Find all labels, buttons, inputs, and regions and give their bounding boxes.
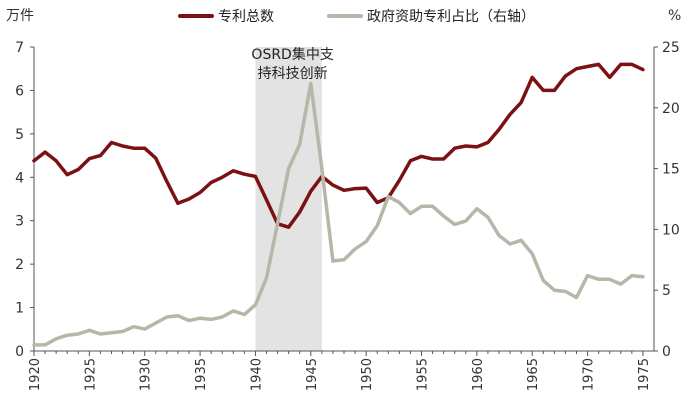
x-tick-label: 1935 <box>194 358 209 391</box>
y-right-tick-label: 25 <box>662 40 680 56</box>
x-tick-label: 1940 <box>249 358 264 391</box>
x-tick-label: 1930 <box>139 358 154 391</box>
y-right-tick-label: 0 <box>662 344 671 360</box>
x-tick-label: 1920 <box>28 358 43 391</box>
series-line-2 <box>32 81 645 347</box>
series-line-1 <box>32 62 645 229</box>
x-tick-label: 1925 <box>83 358 98 391</box>
x-tick-label: 1965 <box>526 358 541 391</box>
y-left-tick-label: 7 <box>15 40 24 56</box>
x-tick-label: 1960 <box>471 358 486 391</box>
x-tick-label: 1945 <box>305 358 320 391</box>
x-tick-label: 1950 <box>360 358 375 391</box>
legend-label-2: 政府资助专利占比（右轴） <box>367 9 535 25</box>
annotation-line-1: OSRD集中支 <box>251 46 333 63</box>
y-left-tick-label: 6 <box>15 83 24 99</box>
y-left-tick-label: 3 <box>15 214 24 230</box>
x-tick-label: 1955 <box>416 358 431 391</box>
y-left-unit-label: 万件 <box>6 8 34 24</box>
y-right-tick-label: 10 <box>662 222 680 238</box>
y-right-tick-label: 15 <box>662 162 680 178</box>
x-tick-label: 1970 <box>582 358 597 391</box>
legend-label-1: 专利总数 <box>218 9 274 25</box>
annotation-line-2: 持科技创新 <box>258 66 328 82</box>
y-right-unit-label: % <box>668 8 681 24</box>
y-left-tick-label: 0 <box>15 344 24 360</box>
y-right-tick-label: 5 <box>662 283 671 299</box>
x-tick-label: 1975 <box>637 358 652 391</box>
y-left-tick-label: 4 <box>15 170 24 186</box>
y-left-tick-label: 1 <box>15 301 24 317</box>
y-left-tick-label: 5 <box>15 127 24 143</box>
y-right-tick-label: 20 <box>662 101 680 117</box>
y-left-tick-label: 2 <box>15 257 24 273</box>
